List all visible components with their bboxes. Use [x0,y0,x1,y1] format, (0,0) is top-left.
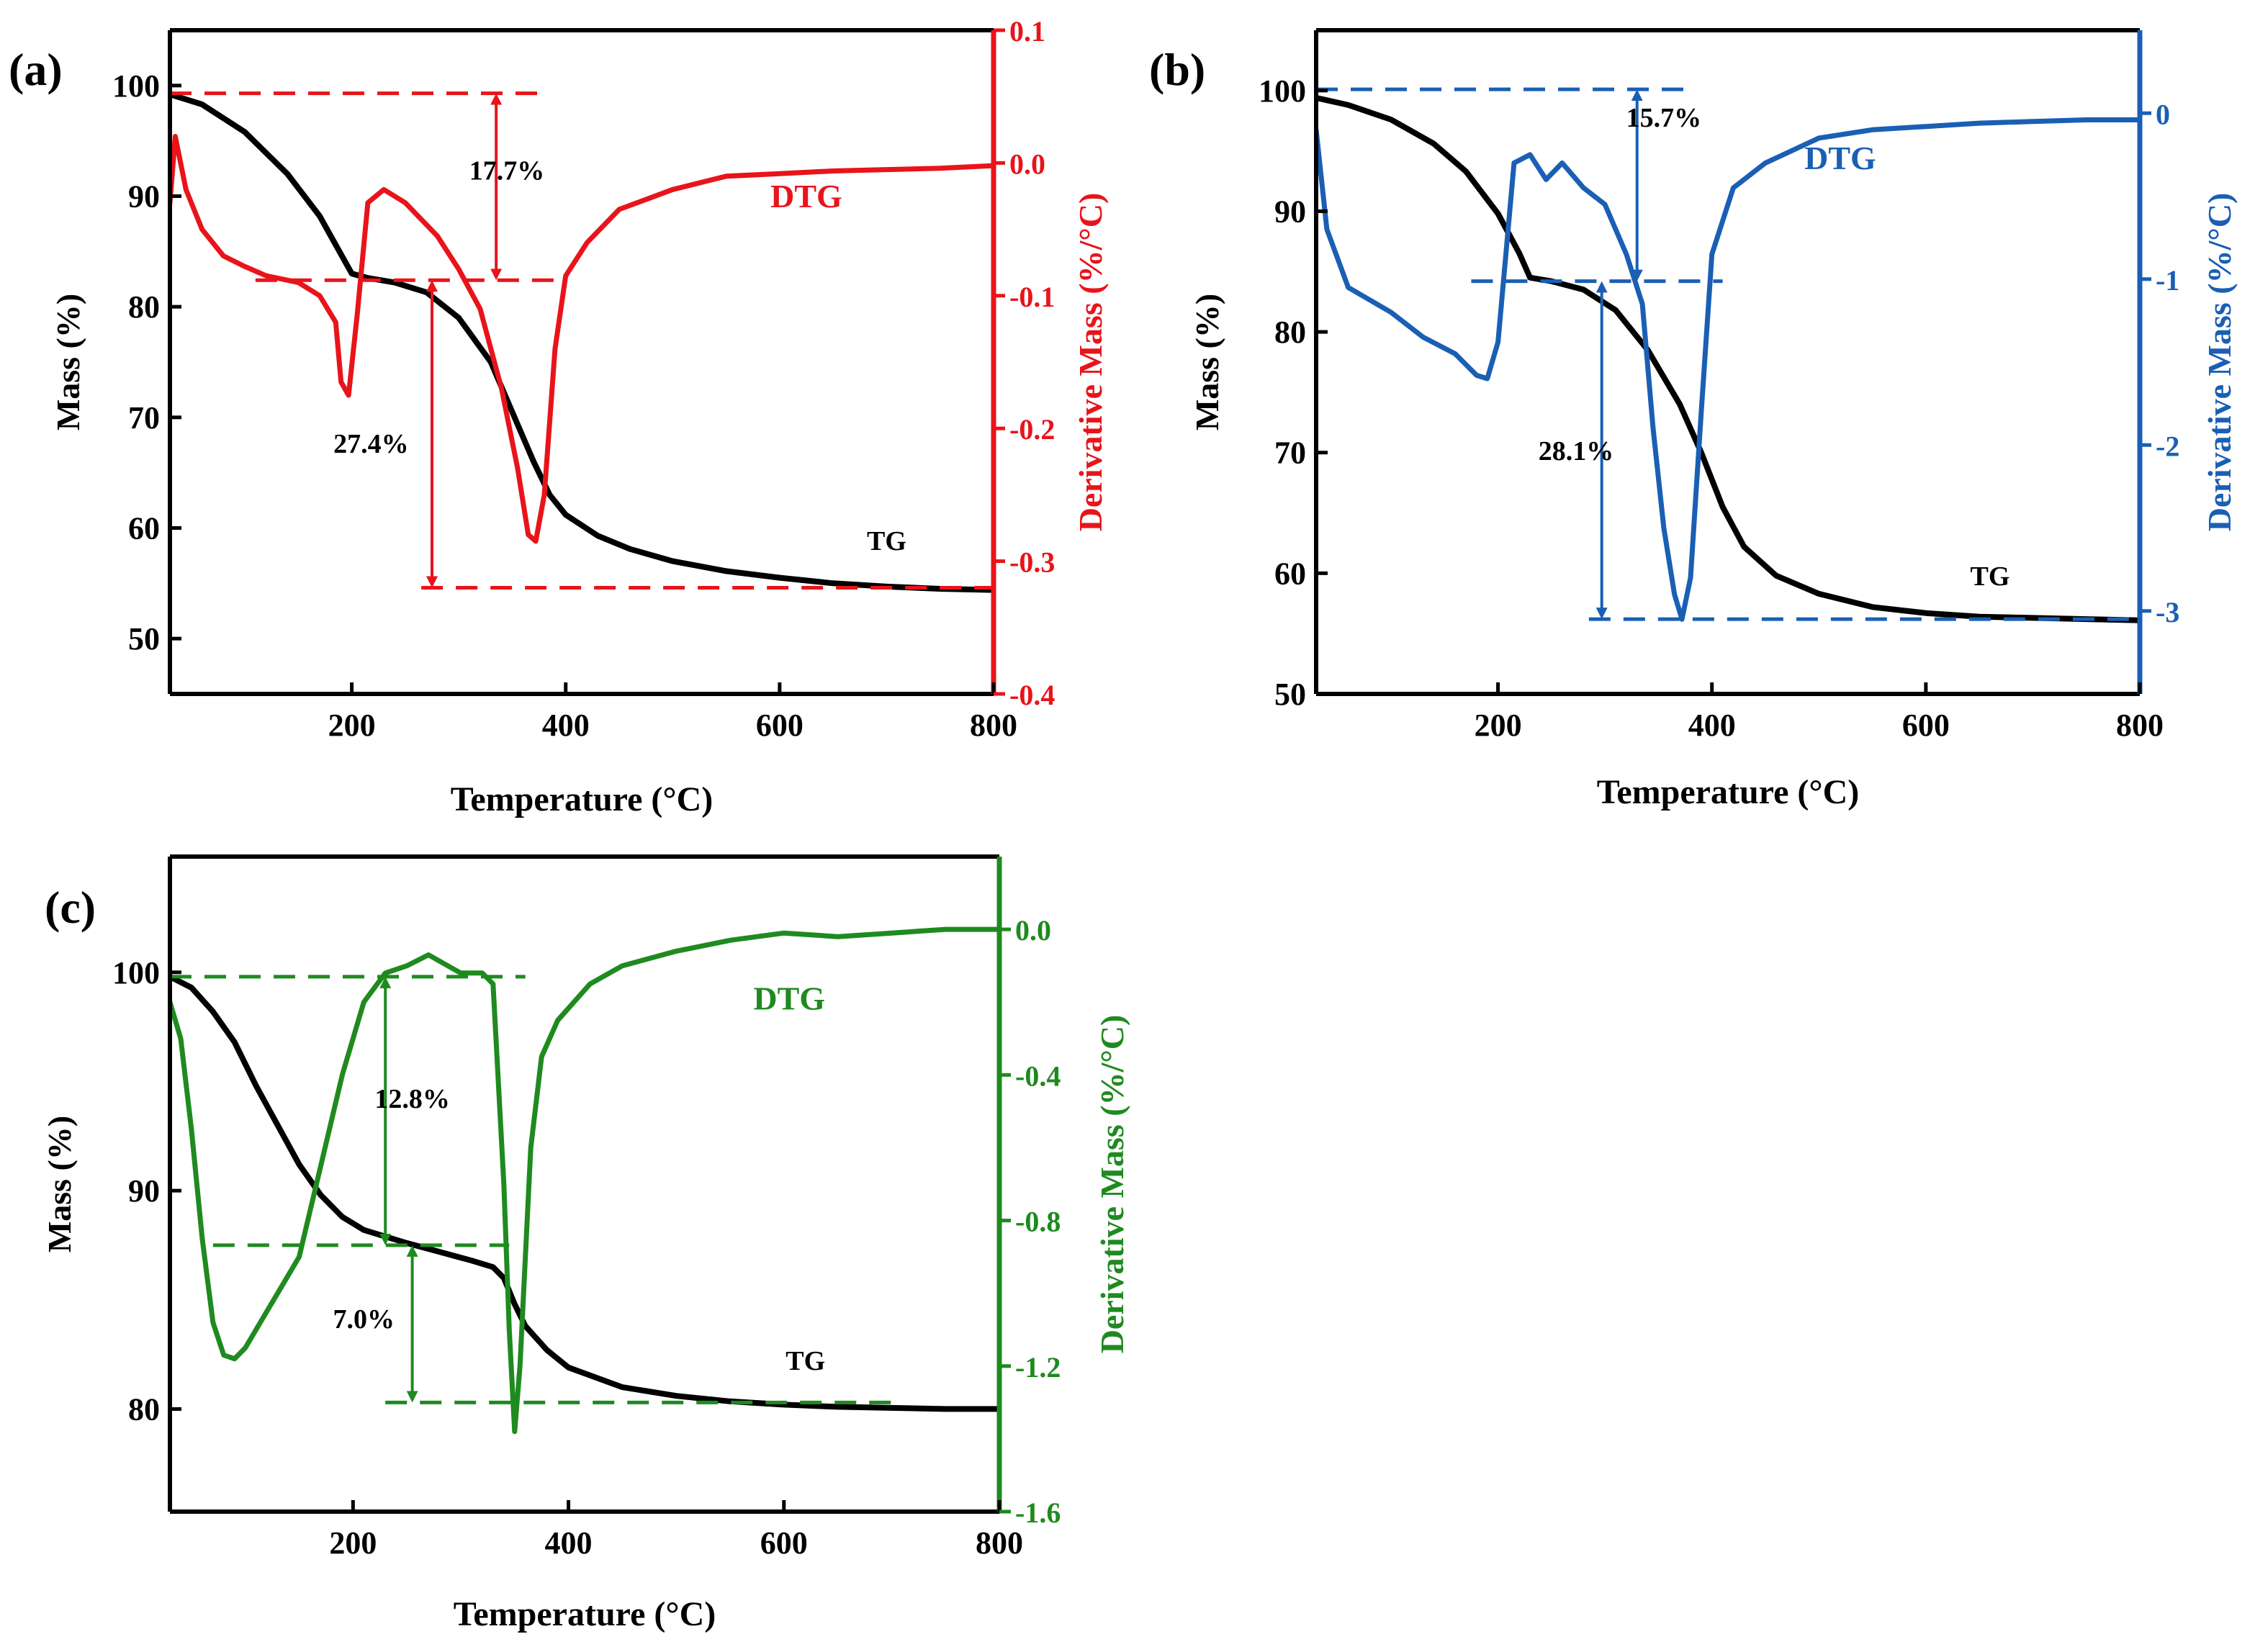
panel-b-xtick-label: 400 [1688,708,1736,743]
panel-a-ytick-label-right: 0.1 [1009,15,1045,48]
panel-c-annotation-128: 12.8% [374,1084,450,1114]
panel-c-xtick-label: 800 [976,1525,1023,1561]
panel-b: 15.7% 28.1% DTG TG 200 400 600 800 50 60 70 80 90 100… [1149,28,2238,811]
panel-c-xtick-label: 200 [329,1525,377,1561]
panel-a-ytick-label-left: 80 [128,289,160,325]
panel-c-ytick-label-left: 100 [112,955,160,990]
panel-c-ytick-label-left: 90 [128,1173,160,1209]
panel-b-dtg-line [1316,117,2140,622]
panel-b-ytick-label-right: -1 [2156,264,2179,297]
panel-b-ytick-label-left: 50 [1274,677,1306,712]
panel-c-ylabel-right: Derivative Mass (%/°C) [1094,1015,1130,1354]
panel-b-grid-layer: 15.7% 28.1% DTG TG 200 400 600 800 50 60 70 80 90 100… [1259,28,2179,743]
panel-b-ylabel: Mass (%) [1189,294,1225,430]
panel-a-ylabel-right: Derivative Mass (%/°C) [1072,193,1109,532]
panel-a-ytick-label-left: 50 [128,621,160,656]
panel-a-xtick-label: 600 [756,708,804,743]
panel-b-annotation-dtg: DTG [1804,140,1876,176]
panel-c-ytick-label-right: -1.6 [1015,1497,1061,1529]
panel-b-ytick-label-left: 70 [1274,435,1306,471]
panel-a: 17.7% 27.4% DTG TG 200 400 600 800 50 60 70 80 90 100… [9,15,1109,818]
panel-c-ytick-label-right: 0.0 [1015,914,1051,947]
panel-b-tg-line [1316,94,2140,623]
panel-a-ytick-label-left: 60 [128,511,160,546]
panel-c-ytick-label-left: 80 [128,1391,160,1427]
panel-b-ylabel-right: Derivative Mass (%/°C) [2201,193,2238,532]
panel-c-xtick-label: 400 [545,1525,593,1561]
panel-c-ytick-label-right: -0.8 [1015,1206,1061,1238]
panel-a-ytick-label-right: -0.1 [1009,281,1055,313]
panel-a-ylabel: Mass (%) [50,294,86,430]
panel-a-xlabel: Temperature (°C) [451,780,713,818]
panel-c-xlabel: Temperature (°C) [454,1595,716,1633]
panel-a-ytick-label-left: 100 [112,68,160,104]
panel-a-ytick-label-left: 70 [128,400,160,435]
panel-c-tg-line [170,973,999,1412]
panel-a-label: (a) [9,44,63,95]
panel-c-annotation-70: 7.0% [333,1304,395,1335]
panel-a-ytick-label-left: 90 [128,179,160,215]
panel-b-xlabel: Temperature (°C) [1597,773,1859,811]
panel-a-xtick-label: 400 [542,708,590,743]
panel-c-grid-layer: 12.8% 7.0% DTG TG 200 400 600 800 80 90 100 -1.6 -1.… [112,854,1061,1561]
panel-a-ytick-label-right: -0.2 [1009,413,1055,446]
panel-c-xtick-label: 600 [760,1525,808,1561]
panel-b-ytick-label-right: -3 [2156,596,2179,628]
panel-b-ytick-label-left: 60 [1274,556,1306,591]
panel-a-ytick-label-right: -0.4 [1009,679,1055,711]
panel-b-annotation-157: 15.7% [1626,103,1702,133]
panel-b-ytick-label-left: 90 [1274,194,1306,229]
panel-a-annotation-tg: TG [867,526,906,556]
panel-a-grid-layer: 17.7% 27.4% DTG TG 200 400 600 800 50 60 70 80 90 100… [112,15,1055,743]
panel-b-xtick-label: 800 [2116,708,2164,743]
panel-b-ytick-label-left: 100 [1259,73,1306,109]
panel-c-ylabel: Mass (%) [41,1116,78,1252]
panel-b-label: (b) [1149,44,1205,95]
panel-a-xtick-label: 800 [970,708,1017,743]
panel-c-annotation-dtg: DTG [753,980,825,1016]
panel-c-dtg-line [170,926,999,1435]
panel-b-xtick-label: 600 [1902,708,1950,743]
panel-a-tg-line [170,91,994,593]
panel-a-ytick-label-right: 0.0 [1009,148,1045,180]
panel-b-ytick-label-left: 80 [1274,315,1306,350]
panel-a-annotation-dtg: DTG [770,178,842,215]
panel-c: 12.8% 7.0% DTG TG 200 400 600 800 80 90 100 -1.6 -1.… [41,854,1130,1633]
panel-a-annotation-274: 27.4% [333,429,409,459]
panel-a-annotation-177: 17.7% [469,155,545,186]
panel-b-xtick-label: 200 [1475,708,1522,743]
panel-c-ytick-label-right: -1.2 [1015,1351,1061,1384]
panel-c-ytick-label-right: -0.4 [1015,1060,1061,1092]
panel-c-annotation-tg: TG [786,1346,825,1376]
panel-a-ytick-label-right: -0.3 [1009,546,1055,579]
panel-b-ytick-label-right: 0 [2156,98,2170,130]
panel-a-dtg-line [170,134,994,544]
panel-a-xtick-label: 200 [328,708,376,743]
panel-b-annotation-281: 28.1% [1539,436,1614,466]
panel-b-annotation-tg: TG [1971,561,2010,592]
panel-b-ytick-label-right: -2 [2156,430,2179,462]
panel-c-label: (c) [45,882,96,933]
